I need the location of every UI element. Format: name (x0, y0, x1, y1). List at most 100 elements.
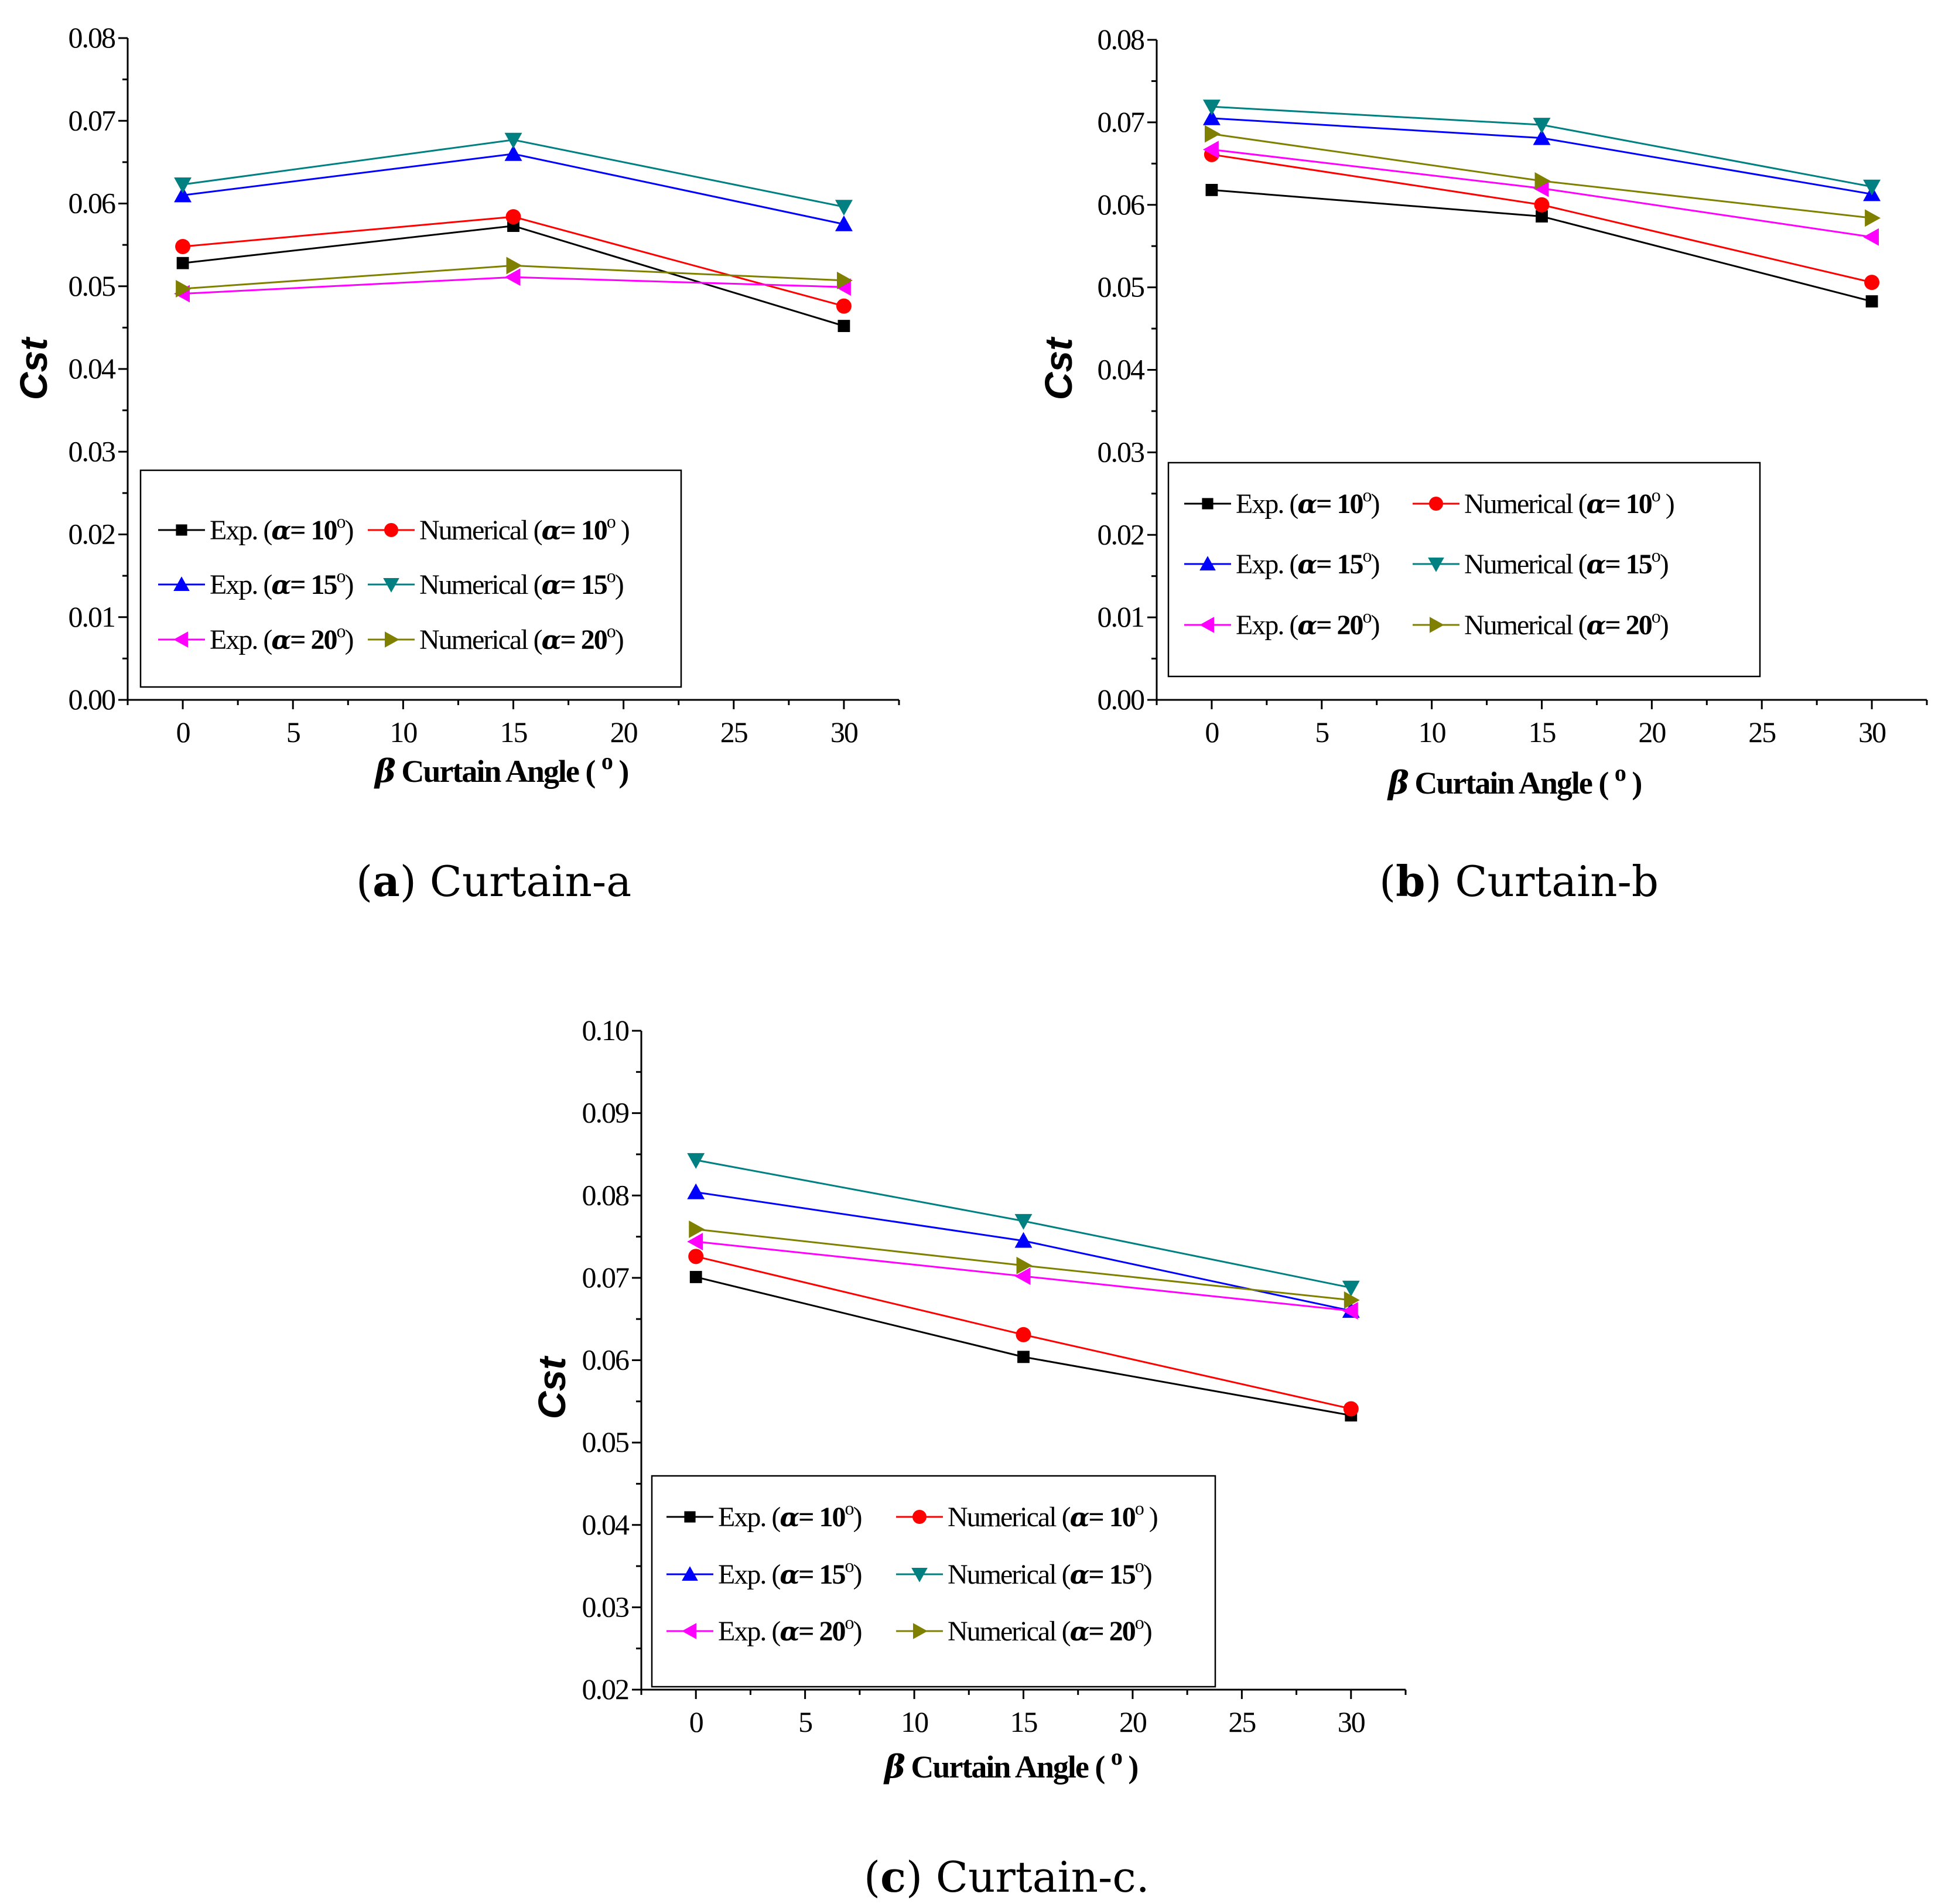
data-point (838, 320, 850, 332)
legend-marker (384, 523, 398, 537)
data-point (504, 145, 522, 161)
data-point (506, 257, 522, 275)
legend: Exp. (α= 10o) Numerical (α= 10o ) Exp. ( α =… (651, 1475, 1216, 1688)
data-point (835, 200, 853, 216)
alpha-symbol: α (1587, 550, 1606, 580)
legend-entry-1: Exp. (α= 10o) (210, 511, 353, 546)
alpha-symbol: α (271, 570, 290, 600)
x-axis-title-close: ) (1625, 765, 1642, 801)
legend-entry-4: Numerical (α= 15o) (1464, 545, 1668, 580)
caption-letter: b (1396, 856, 1425, 906)
alpha-symbol: α (271, 625, 290, 655)
degree-symbol: o (607, 620, 616, 641)
y-tick-label: 0.00 (1098, 683, 1145, 716)
x-tick-label: 10 (389, 716, 417, 748)
legend-value: = 10 (290, 515, 337, 546)
legend-value: = 20 (560, 624, 607, 655)
legend-value: = 20 (1316, 610, 1363, 641)
legend-close: ) (853, 1559, 862, 1590)
x-axis-title: β Curtain Angle ( o ) (374, 748, 628, 789)
legend-value: = 15 (1605, 549, 1652, 580)
y-tick-label: 0.08 (582, 1178, 630, 1211)
legend-entry-4: Numerical (α= 15o) (948, 1555, 1151, 1590)
y-tick-label: 0.01 (69, 600, 115, 633)
x-tick-label: 20 (610, 716, 638, 748)
data-point (174, 177, 192, 193)
y-tick-label: 0.10 (582, 1014, 630, 1047)
x-tick-label: 25 (1228, 1705, 1256, 1738)
data-point (1343, 1401, 1359, 1417)
legend-entry-6: Numerical (α= 20o) (1464, 606, 1668, 641)
data-point (1865, 295, 1878, 307)
data-point (1533, 129, 1551, 145)
data-point (1204, 125, 1221, 143)
data-point (1534, 197, 1550, 213)
y-tick-label: 0.02 (1098, 518, 1144, 551)
legend-marker (682, 1623, 697, 1639)
alpha-symbol: α (1070, 1503, 1089, 1533)
y-tick-label: 0.06 (582, 1344, 630, 1376)
x-tick-label: 15 (1010, 1705, 1038, 1738)
data-point (1344, 1291, 1360, 1309)
data-point (174, 186, 192, 203)
legend-prefix: Exp. ( (210, 569, 272, 600)
legend-close: ) (1371, 610, 1379, 641)
legend-prefix: Numerical ( (1464, 488, 1587, 519)
y-tick-label: 0.02 (582, 1673, 629, 1705)
data-point (176, 257, 189, 269)
data-point (1016, 1327, 1031, 1342)
data-point (1014, 1232, 1033, 1248)
x-axis-title-text: Curtain Angle ( (1408, 765, 1615, 801)
legend-prefix: Exp. ( (1236, 488, 1298, 519)
legend-entry-4: Numerical (α= 15o) (419, 565, 623, 600)
legend-prefix: Exp. ( (1236, 610, 1298, 641)
y-tick-label: 0.05 (1098, 271, 1145, 303)
y-tick-label: 0.05 (69, 269, 116, 302)
legend-prefix: Numerical ( (948, 1502, 1071, 1533)
series-line-1 (695, 1276, 1352, 1417)
legend-value: = 15 (1088, 1559, 1135, 1590)
data-point (504, 268, 521, 286)
legend-close: ) (853, 1502, 862, 1533)
legend-marker (383, 577, 399, 593)
y-tick-label: 0.07 (582, 1261, 630, 1294)
x-tick-label: 15 (500, 716, 528, 748)
data-point (1017, 1351, 1030, 1363)
data-point (1534, 172, 1551, 190)
legend-prefix: Numerical ( (1464, 610, 1587, 641)
data-point (687, 1153, 705, 1169)
y-tick-label: 0.04 (582, 1508, 630, 1541)
legend-prefix: Exp. ( (718, 1616, 780, 1647)
legend-marker (1199, 556, 1216, 571)
x-tick-label: 5 (798, 1705, 812, 1738)
legend-value: = 10 (1316, 488, 1363, 519)
alpha-symbol: α (542, 570, 561, 600)
legend-marker (1429, 617, 1444, 633)
data-point (1533, 118, 1551, 134)
chart-panel-a: 0.00 0.01 0.02 0.03 0.04 0.05 0.06 0.07 0.08 0 5 10… (12, 21, 900, 906)
legend-entry-6: Numerical (α= 20o) (419, 620, 623, 655)
alpha-symbol: α (1587, 490, 1606, 519)
alpha-symbol: α (1070, 1617, 1089, 1647)
data-point (689, 1271, 702, 1283)
legend-close: ) (615, 569, 623, 600)
legend-marker (912, 1623, 928, 1639)
legend-entry-1: Exp. (α= 10o) (718, 1498, 862, 1533)
legend-entry-2: Numerical (α= 10o ) (948, 1498, 1157, 1533)
legend-marker (912, 1510, 927, 1524)
legend-close: ) (1660, 610, 1668, 641)
y-tick-label: 0.08 (69, 21, 116, 54)
series-line-5 (1211, 148, 1872, 238)
degree-symbol: o (845, 1612, 854, 1633)
x-tick-label: 10 (901, 1705, 928, 1738)
data-point (1342, 1280, 1360, 1297)
data-point (687, 1183, 705, 1199)
data-point (835, 215, 853, 231)
legend-close: ) (1143, 1616, 1151, 1647)
caption-text: Curtain-b (1442, 857, 1659, 906)
legend-box (139, 469, 682, 688)
caption-text: Curtain-c. (922, 1852, 1150, 1902)
degree-symbol: o (845, 1555, 854, 1576)
data-point (1202, 100, 1221, 116)
legend-prefix: Exp. ( (210, 624, 272, 655)
